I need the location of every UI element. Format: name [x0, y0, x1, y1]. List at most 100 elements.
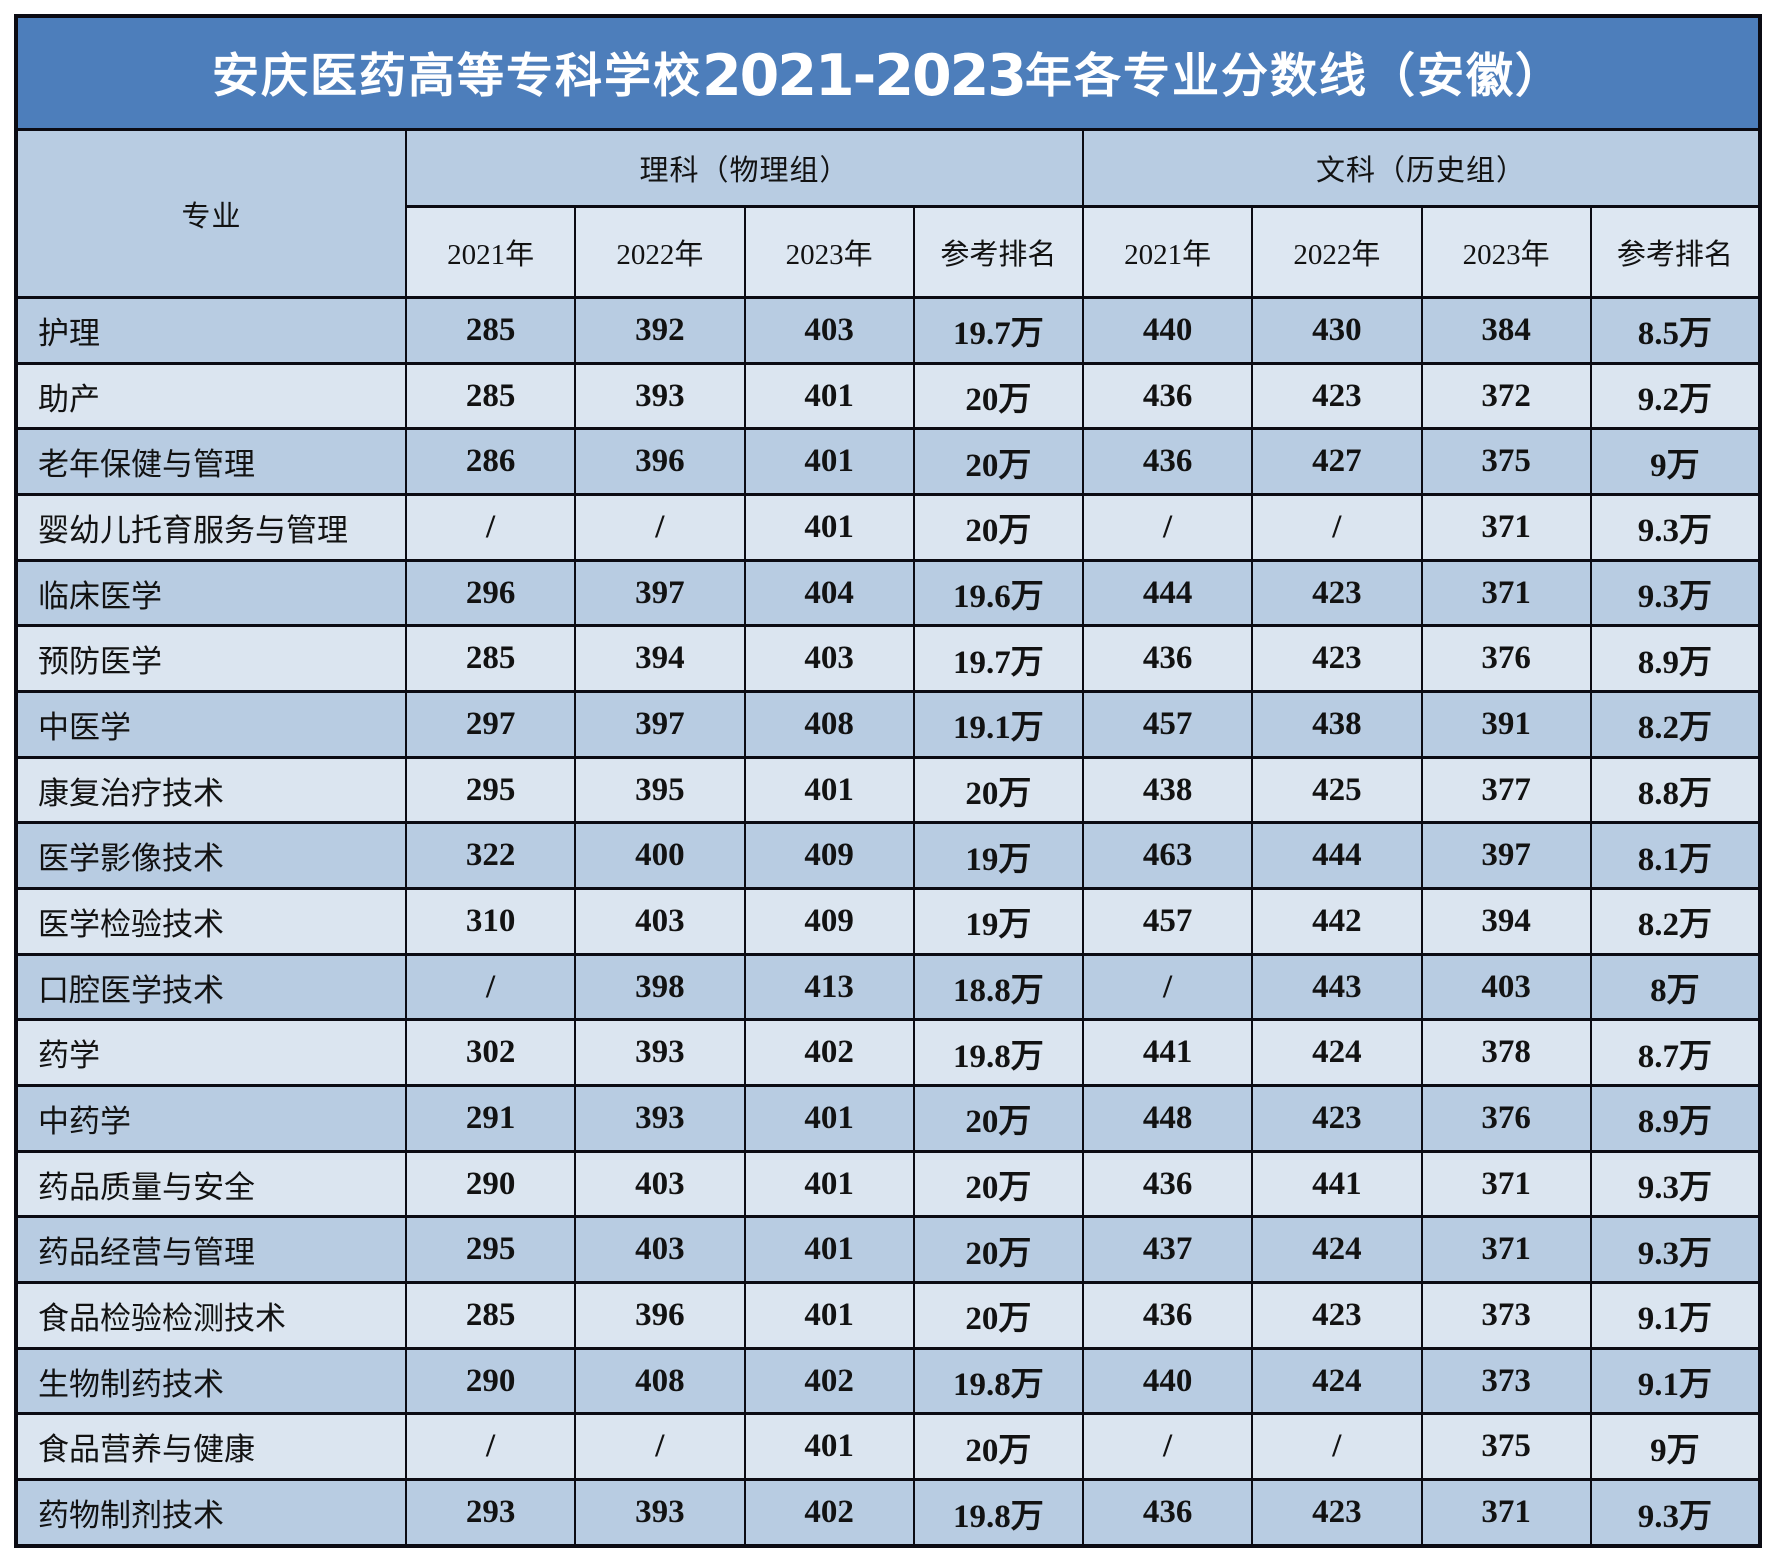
score-cell: 403 — [574, 1149, 746, 1219]
table-row: 康复治疗技术 295 395 401 20万 438 425 377 8.8万 — [15, 755, 1762, 825]
score-cell: 438 — [1081, 755, 1254, 825]
score-cell: 290 — [404, 1346, 577, 1416]
score-cell: 442 — [1251, 887, 1423, 956]
title-year-range: 2021-2023 — [702, 43, 1027, 109]
score-cell: 401 — [743, 1412, 915, 1482]
score-cell: 8.1万 — [1589, 821, 1762, 891]
score-cell: 20万 — [912, 755, 1085, 825]
table-row: 食品检验检测技术 285 396 401 20万 436 423 373 9.1万 — [15, 1281, 1762, 1350]
score-cell: 396 — [574, 1281, 746, 1350]
score-cell: 413 — [743, 952, 915, 1022]
score-cell: 423 — [1251, 361, 1423, 431]
table-row: 预防医学 285 394 403 19.7万 436 423 376 8.9万 — [15, 624, 1762, 694]
table-row: 医学检验技术 310 403 409 19万 457 442 394 8.2万 — [15, 887, 1762, 956]
major-name-cell: 临床医学 — [15, 558, 407, 628]
major-name-cell: 医学检验技术 — [15, 887, 407, 956]
score-cell: 457 — [1081, 887, 1254, 956]
score-cell: 371 — [1420, 558, 1592, 628]
score-cell: 9.3万 — [1589, 1215, 1762, 1285]
table-row: 药学 302 393 402 19.8万 441 424 378 8.7万 — [15, 1018, 1762, 1088]
score-cell: 375 — [1420, 1412, 1592, 1482]
score-cell: 19.8万 — [912, 1478, 1085, 1548]
major-name-cell: 中药学 — [15, 1084, 407, 1153]
score-cell: 403 — [743, 624, 915, 694]
score-cell: 394 — [1420, 887, 1592, 956]
score-cell: 401 — [743, 1281, 915, 1350]
score-cell: 444 — [1081, 558, 1254, 628]
score-cell: 8.9万 — [1589, 624, 1762, 694]
score-cell: 401 — [743, 755, 915, 825]
score-cell: 424 — [1251, 1018, 1423, 1088]
score-cell: 444 — [1251, 821, 1423, 891]
score-cell: 19.7万 — [912, 624, 1085, 694]
score-cell: 8.2万 — [1589, 690, 1762, 759]
score-cell: 402 — [743, 1018, 915, 1088]
major-name-cell: 护理 — [15, 296, 407, 365]
major-name-cell: 药品经营与管理 — [15, 1215, 407, 1285]
score-cell: / — [404, 493, 577, 562]
major-name-cell: 药品质量与安全 — [15, 1149, 407, 1219]
score-cell: 9.1万 — [1589, 1281, 1762, 1350]
title-school-name: 安庆医药高等专科学校 — [212, 51, 703, 103]
score-cell: 443 — [1251, 952, 1423, 1022]
score-cell: 425 — [1251, 755, 1423, 825]
score-cell: 402 — [743, 1346, 915, 1416]
score-cell: 295 — [404, 1215, 577, 1285]
score-cell: 9万 — [1589, 427, 1762, 497]
title-row: 安庆医药高等专科学校2021-2023年各专业分数线（安徽） — [15, 14, 1761, 131]
score-cell: 423 — [1251, 1084, 1423, 1153]
major-name-cell: 婴幼儿托育服务与管理 — [15, 493, 407, 562]
major-name-cell: 生物制药技术 — [15, 1346, 407, 1416]
score-cell: 371 — [1420, 1478, 1592, 1548]
score-cell: 438 — [1251, 690, 1423, 759]
score-cell: 9.2万 — [1589, 361, 1762, 431]
score-cell: 290 — [404, 1149, 577, 1219]
table-row: 临床医学 296 397 404 19.6万 444 423 371 9.3万 — [15, 558, 1762, 628]
score-cell: / — [404, 1412, 577, 1482]
score-cell: 401 — [743, 1215, 915, 1285]
score-cell: 297 — [404, 690, 577, 759]
major-name-cell: 食品检验检测技术 — [15, 1281, 407, 1350]
score-cell: 400 — [574, 821, 746, 891]
title-suffix: 年各专业分数线（安徽） — [1024, 51, 1564, 103]
score-cell: 9.1万 — [1589, 1346, 1762, 1416]
rank-column-header: 参考排名 — [1589, 205, 1762, 299]
major-column-header: 专业 — [15, 128, 407, 299]
score-cell: 291 — [404, 1084, 577, 1153]
score-cell: 322 — [404, 821, 577, 891]
score-cell: 377 — [1420, 755, 1592, 825]
arts-group-header: 文科（历史组） — [1082, 128, 1761, 208]
score-cell: 8.2万 — [1589, 887, 1762, 956]
score-cell: 448 — [1081, 1084, 1254, 1153]
score-cell: 393 — [574, 1018, 746, 1088]
score-cell: 395 — [574, 755, 746, 825]
score-cell: 376 — [1420, 1084, 1592, 1153]
table-row: 药品质量与安全 290 403 401 20万 436 441 371 9.3万 — [15, 1149, 1762, 1219]
score-cell: 9.3万 — [1589, 1149, 1762, 1219]
score-cell: 393 — [574, 1084, 746, 1153]
score-cell: / — [1081, 493, 1254, 562]
score-cell: 19.8万 — [912, 1018, 1085, 1088]
table-row: 老年保健与管理 286 396 401 20万 436 427 375 9万 — [15, 427, 1762, 497]
score-cell: 20万 — [912, 1281, 1085, 1350]
score-cell: 404 — [743, 558, 915, 628]
score-cell: 436 — [1081, 1478, 1254, 1548]
table-row: 生物制药技术 290 408 402 19.8万 440 424 373 9.1万 — [15, 1346, 1762, 1416]
score-cell: 8.8万 — [1589, 755, 1762, 825]
score-cell: 430 — [1251, 296, 1423, 365]
score-cell: 423 — [1251, 624, 1423, 694]
major-name-cell: 助产 — [15, 361, 407, 431]
score-cell: 19万 — [912, 821, 1085, 891]
score-cell: 424 — [1251, 1346, 1423, 1416]
score-cell: 19万 — [912, 887, 1085, 956]
score-cell: 20万 — [912, 1412, 1085, 1482]
score-cell: 401 — [743, 1149, 915, 1219]
score-cell: 408 — [743, 690, 915, 759]
score-cell: 457 — [1081, 690, 1254, 759]
table-row: 食品营养与健康 //401 20万 //375 9万 — [15, 1412, 1762, 1482]
score-cell: 463 — [1081, 821, 1254, 891]
score-cell: 436 — [1081, 1281, 1254, 1350]
score-cell: 436 — [1081, 427, 1254, 497]
score-cell: 397 — [1420, 821, 1592, 891]
